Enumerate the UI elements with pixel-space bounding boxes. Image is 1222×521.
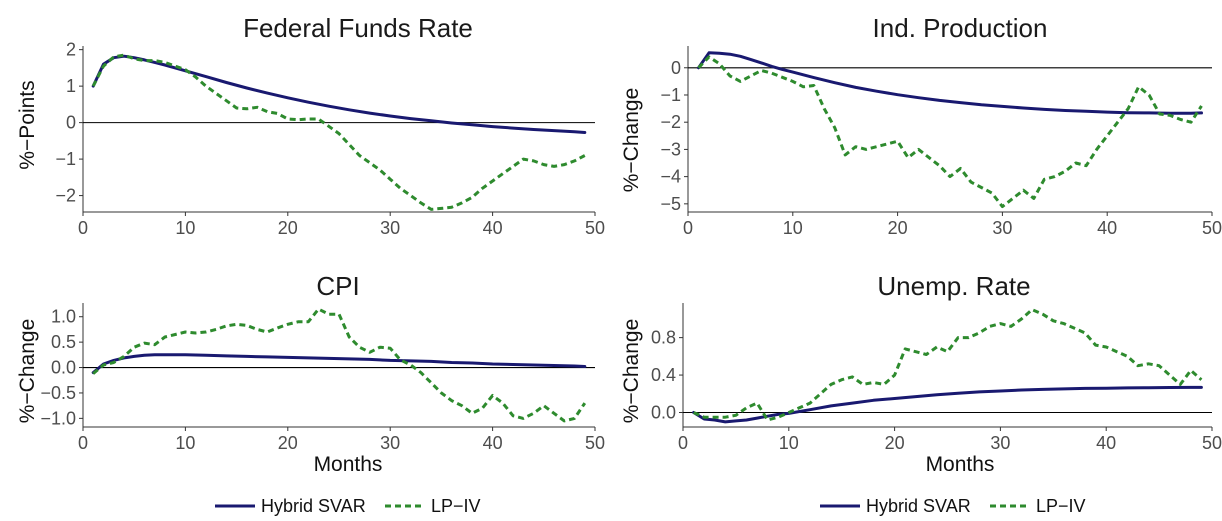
y-tick-label: −3 (660, 139, 681, 159)
x-tick-label: 20 (278, 218, 298, 238)
x-tick-label: 10 (175, 433, 195, 453)
x-tick-label: 30 (380, 433, 400, 453)
x-tick-label: 50 (1202, 433, 1222, 453)
x-tick-label: 10 (779, 433, 799, 453)
x-tick-label: 30 (992, 218, 1012, 238)
y-tick-label: 0.4 (651, 365, 676, 385)
series-line-hybrid-svar (692, 385, 1203, 424)
y-axis-label-ind-production: %−Change (620, 88, 643, 193)
series-line-hybrid-svar (697, 51, 1203, 115)
x-axis-label-unemp-rate: Months (926, 453, 995, 476)
panel-title-fed-funds: Federal Funds Rate (243, 13, 473, 43)
x-tick-label: 40 (1096, 433, 1116, 453)
series-line-lp-iv (692, 308, 1203, 422)
series-line-hybrid-svar (91, 353, 587, 375)
x-tick-label: 40 (1097, 218, 1117, 238)
y-tick-label: 0.5 (51, 332, 76, 352)
y-tick-label: 0.0 (51, 358, 76, 378)
legend-right: Hybrid SVAR LP−IV (820, 496, 1086, 516)
y-tick-label: 1 (66, 76, 76, 96)
y-axis-label-fed-funds: %−Points (16, 80, 39, 169)
x-tick-label: 50 (585, 433, 605, 453)
x-tick-label: 0 (678, 433, 688, 453)
y-tick-label: 0 (66, 113, 76, 133)
y-tick-label: 2 (66, 40, 76, 60)
x-tick-label: 10 (175, 218, 195, 238)
y-axis-label-cpi: %−Change (16, 319, 39, 424)
y-tick-label: 1.0 (51, 307, 76, 327)
x-tick-label: 20 (888, 218, 908, 238)
x-tick-label: 10 (783, 218, 803, 238)
x-tick-label: 20 (885, 433, 905, 453)
y-tick-label: 0.0 (651, 402, 676, 422)
series-line-lp-iv (91, 53, 586, 211)
panel-title-ind-production: Ind. Production (873, 13, 1048, 43)
x-tick-label: 50 (585, 218, 605, 238)
x-tick-label: 0 (78, 433, 88, 453)
x-tick-label: 30 (380, 218, 400, 238)
y-tick-label: −1 (55, 149, 76, 169)
legend-left: Hybrid SVAR LP−IV (215, 496, 481, 516)
x-tick-label: 20 (278, 433, 298, 453)
y-tick-label: 0.8 (651, 328, 676, 348)
legend-label-lp-iv: LP−IV (1036, 496, 1086, 516)
panel-title-cpi: CPI (316, 271, 359, 301)
y-tick-label: −2 (55, 186, 76, 206)
legend-label-hybrid-svar: Hybrid SVAR (261, 496, 366, 516)
x-tick-label: 40 (483, 218, 503, 238)
x-tick-label: 50 (1202, 218, 1222, 238)
panel-cpi: −1.0 −0.5 0.0 0.5 1.0 0 10 20 30 40 50 (40, 303, 605, 453)
y-tick-label: −0.5 (40, 383, 76, 403)
panel-ind-production: −5 −4 −3 −2 −1 0 0 10 20 30 40 50 (660, 46, 1222, 238)
y-tick-label: −2 (660, 112, 681, 132)
x-tick-label: 0 (78, 218, 88, 238)
y-tick-label: −4 (660, 167, 681, 187)
x-tick-label: 30 (990, 433, 1010, 453)
panel-title-unemp-rate: Unemp. Rate (877, 271, 1030, 301)
series-line-lp-iv (92, 307, 587, 423)
y-axis-label-unemp-rate: %−Change (620, 319, 643, 424)
y-tick-label: −1.0 (40, 408, 76, 428)
legend-label-hybrid-svar: Hybrid SVAR (866, 496, 971, 516)
y-tick-label: 0 (671, 58, 681, 78)
y-tick-label: −1 (660, 85, 681, 105)
panel-unemp-rate: 0.0 0.4 0.8 0 10 20 30 40 50 (651, 303, 1222, 453)
x-tick-label: 0 (683, 218, 693, 238)
y-tick-label: −5 (660, 194, 681, 214)
x-tick-label: 40 (483, 433, 503, 453)
legend-label-lp-iv: LP−IV (431, 496, 481, 516)
series-line-lp-iv (697, 55, 1203, 209)
x-axis-label-cpi: Months (314, 453, 383, 476)
series-line-hybrid-svar (91, 54, 587, 134)
